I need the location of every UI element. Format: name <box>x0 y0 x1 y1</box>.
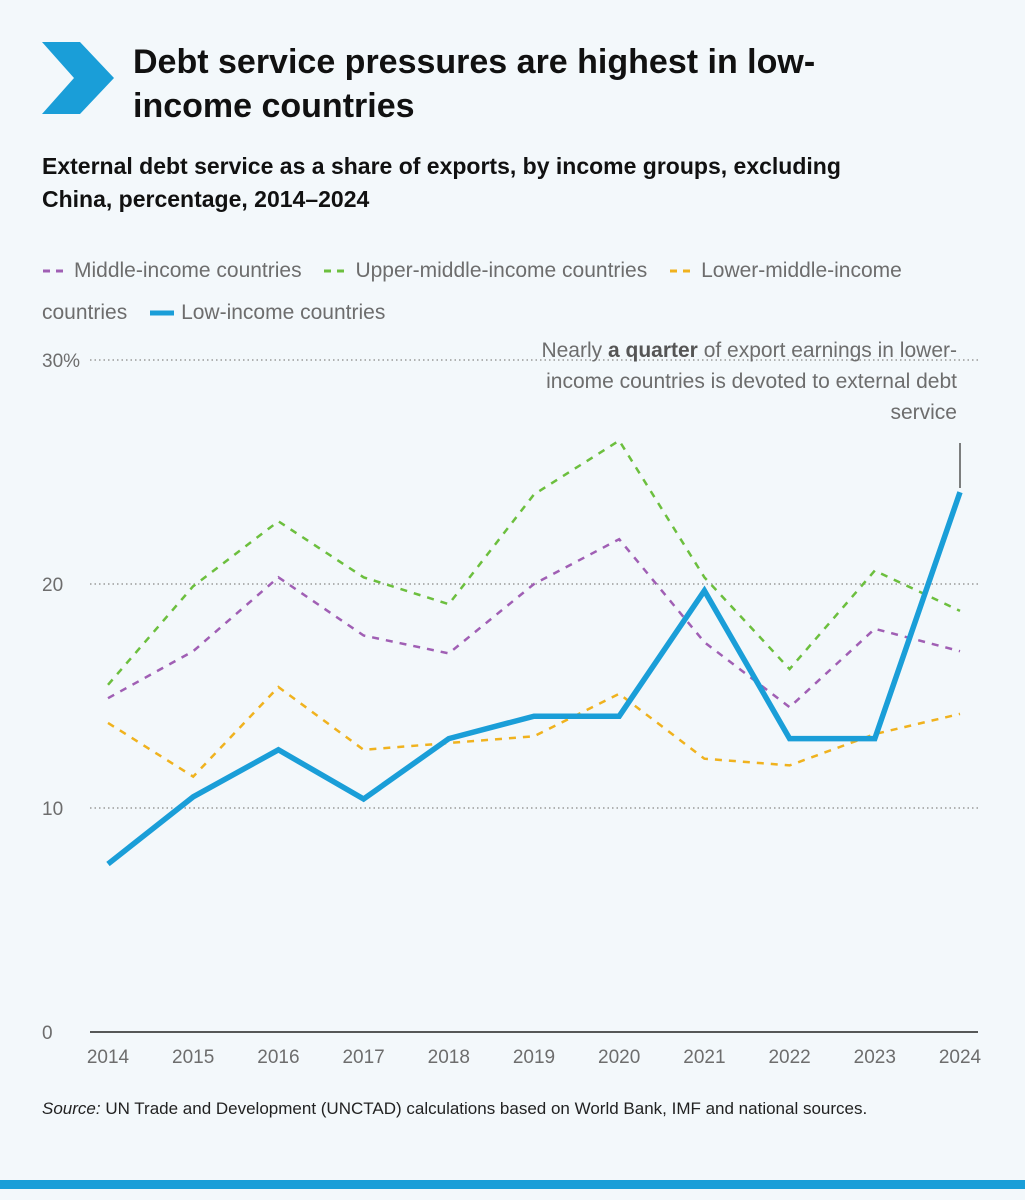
legend-label-lower-middle-income: Lower-middle-income countries <box>42 259 902 324</box>
y-tick-label-30: 30% <box>42 351 80 372</box>
y-tick-label-20: 20 <box>42 575 63 596</box>
legend-label-middle-income: Middle-income countries <box>74 259 302 282</box>
x-tick-label-2015: 2015 <box>172 1047 214 1068</box>
x-tick-label-2017: 2017 <box>342 1047 384 1068</box>
legend-item-middle-income: Middle-income countries <box>42 259 307 282</box>
y-tick-label-10: 10 <box>42 799 63 820</box>
legend-item-upper-middle-income: Upper-middle-income countries <box>323 259 653 282</box>
annotation-text-start: Nearly <box>541 339 608 362</box>
x-tick-label-2024: 2024 <box>939 1047 982 1068</box>
series-line-middle-income-countries <box>107 537 961 709</box>
chart-title: Debt service pressures are highest in lo… <box>133 43 816 125</box>
x-tick-label-2023: 2023 <box>854 1047 896 1068</box>
annotation-highlight: a quarter <box>607 339 698 362</box>
x-tick-label-2016: 2016 <box>257 1047 299 1068</box>
chart-subtitle: External debt service as a share of expo… <box>42 153 841 212</box>
legend-item-low-income: Low-income countries <box>149 301 385 324</box>
series-line-upper-middle-income-countries <box>107 438 961 686</box>
x-tick-label-2018: 2018 <box>428 1047 470 1068</box>
chart-legend: Middle-income countries Upper-middle-inc… <box>42 250 972 334</box>
chevron-logo-icon <box>42 42 114 114</box>
legend-swatch-middle-income <box>43 269 67 273</box>
legend-label-upper-middle-income: Upper-middle-income countries <box>355 259 648 282</box>
chart-annotation: Nearly a quarter of export earnings in l… <box>487 335 957 428</box>
x-tick-label-2021: 2021 <box>683 1047 725 1068</box>
annotation-text-end: of export earnings in lower-income count… <box>546 339 957 424</box>
series-line-low-income-countries <box>106 491 963 867</box>
legend-swatch-low-income <box>150 310 175 316</box>
source-label: Source: <box>42 1099 101 1118</box>
legend-item-lower-middle-income: Lower-middle-income countries <box>42 259 902 324</box>
x-tick-label-2014: 2014 <box>87 1047 130 1068</box>
source-text: UN Trade and Development (UNCTAD) calcul… <box>100 1099 868 1118</box>
x-tick-label-2020: 2020 <box>598 1047 640 1068</box>
legend-swatch-lower-middle-income <box>670 269 695 273</box>
source-note: Source: UN Trade and Development (UNCTAD… <box>42 1097 972 1121</box>
x-tick-label-2019: 2019 <box>513 1047 555 1068</box>
legend-label-low-income: Low-income countries <box>181 301 386 324</box>
legend-swatch-upper-middle-income <box>324 269 349 273</box>
x-tick-label-2022: 2022 <box>768 1047 810 1068</box>
y-tick-label-0: 0 <box>42 1023 53 1044</box>
series-line-lower-middle-income-countries <box>107 685 961 779</box>
bottom-accent-bar <box>0 1180 1025 1189</box>
